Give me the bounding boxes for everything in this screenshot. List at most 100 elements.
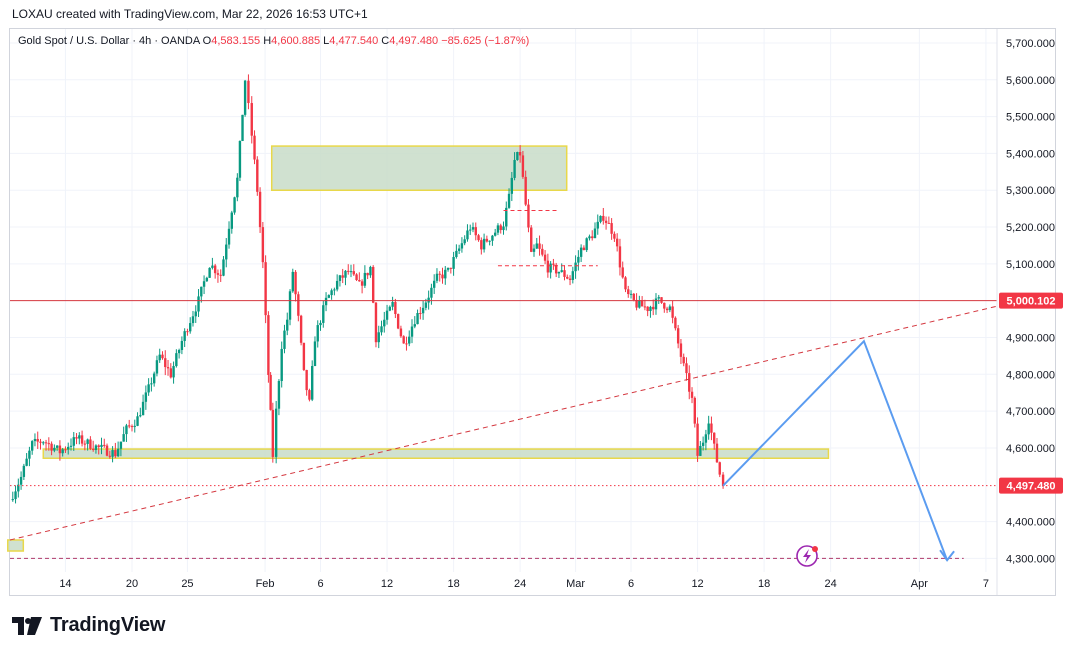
- candle-body: [466, 230, 469, 240]
- symbol-title: Gold Spot / U.S. Dollar · 4h · OANDA: [18, 35, 200, 47]
- candle-body: [294, 271, 297, 295]
- candle-body: [460, 243, 464, 249]
- high-value: 4,600.885: [271, 35, 321, 47]
- candle-body: [421, 307, 425, 314]
- candle-body: [718, 462, 721, 475]
- candle-body: [541, 248, 544, 255]
- candle-body: [349, 271, 353, 273]
- candle-body: [377, 332, 380, 343]
- lightning-flag-icon[interactable]: [796, 545, 818, 567]
- y-tick-label: 4,700.000: [1006, 406, 1055, 418]
- candle-body: [86, 439, 89, 444]
- candle-body: [344, 270, 347, 278]
- candle-body: [499, 225, 502, 231]
- candle-body: [629, 293, 633, 295]
- candle-body: [710, 423, 713, 433]
- candle-body: [383, 319, 386, 327]
- candle-body: [521, 155, 525, 177]
- candle-body: [676, 328, 680, 344]
- candle-body: [64, 449, 67, 451]
- candle-body: [477, 235, 480, 241]
- candle-body: [197, 296, 200, 312]
- candle-body: [144, 392, 148, 402]
- candle-body: [430, 287, 433, 298]
- candle-body: [230, 212, 233, 229]
- candle-body: [652, 306, 655, 310]
- candle-body: [696, 423, 699, 456]
- candle-body: [139, 415, 142, 417]
- candle-body: [147, 384, 150, 393]
- candle-body: [610, 223, 613, 234]
- candle-body: [360, 281, 364, 286]
- candle-body: [222, 259, 225, 276]
- candle-body: [216, 273, 220, 275]
- rising-trendline: [9, 305, 998, 541]
- candle-body: [699, 445, 702, 456]
- candle-body: [288, 291, 292, 320]
- candle-body: [111, 450, 114, 457]
- candle-body: [690, 391, 694, 398]
- candle-body: [194, 311, 197, 317]
- tradingview-logo[interactable]: TradingView: [12, 614, 165, 637]
- candle-body: [646, 306, 649, 312]
- candle-body: [253, 135, 256, 160]
- candle-body: [291, 271, 294, 292]
- candle-body: [502, 226, 505, 231]
- candle-body: [227, 228, 231, 245]
- candle-body: [335, 280, 339, 290]
- candle-body: [280, 348, 283, 382]
- candle-body: [202, 281, 206, 287]
- candle-body: [247, 80, 250, 104]
- candle-body: [715, 443, 719, 463]
- candle-body: [50, 443, 53, 451]
- candle-body: [444, 269, 447, 279]
- x-tick-label: 7: [983, 578, 989, 590]
- candle-body: [180, 340, 184, 351]
- candle-body: [446, 267, 450, 270]
- candle-body: [424, 302, 428, 308]
- candle-body: [419, 313, 422, 315]
- candle-body: [327, 295, 331, 298]
- candle-body: [532, 248, 536, 252]
- candle-body: [604, 220, 608, 223]
- candle-body: [394, 302, 397, 315]
- candle-body: [701, 442, 705, 446]
- candle-body: [493, 232, 497, 236]
- y-tick-label: 5,600.000: [1006, 75, 1055, 87]
- candle-body: [205, 277, 209, 282]
- candle-body: [588, 236, 591, 239]
- candle-body: [457, 248, 461, 251]
- candle-body: [505, 207, 508, 227]
- candle-body: [474, 227, 477, 236]
- candle-body: [480, 240, 483, 250]
- candle-body: [267, 315, 270, 375]
- candle-body: [358, 280, 361, 282]
- candle-body: [261, 227, 265, 263]
- candle-body: [256, 159, 259, 192]
- x-tick-label: 18: [447, 578, 459, 590]
- candle-body: [14, 491, 17, 500]
- candle-body: [283, 330, 286, 349]
- candle-body: [58, 445, 62, 454]
- candle-body: [211, 265, 214, 268]
- ohlc-legend: Gold Spot / U.S. Dollar · 4h · OANDA O4,…: [18, 35, 530, 47]
- x-tick-label: 25: [181, 578, 193, 590]
- candle-body: [100, 444, 103, 447]
- candle-body: [593, 228, 597, 239]
- candle-body: [177, 350, 181, 354]
- candle-body: [665, 308, 669, 311]
- candle-body: [721, 474, 725, 486]
- candle-body: [538, 243, 541, 249]
- candle-body: [579, 247, 583, 257]
- candle-body: [310, 366, 314, 400]
- candle-body: [674, 317, 677, 329]
- x-tick-label: 20: [126, 578, 138, 590]
- candle-body: [452, 256, 455, 269]
- candle-body: [624, 277, 627, 290]
- candle-body: [352, 271, 355, 275]
- candle-body: [299, 315, 303, 343]
- candle-body: [549, 263, 552, 273]
- candle-body: [554, 264, 558, 274]
- candle-body: [36, 438, 39, 442]
